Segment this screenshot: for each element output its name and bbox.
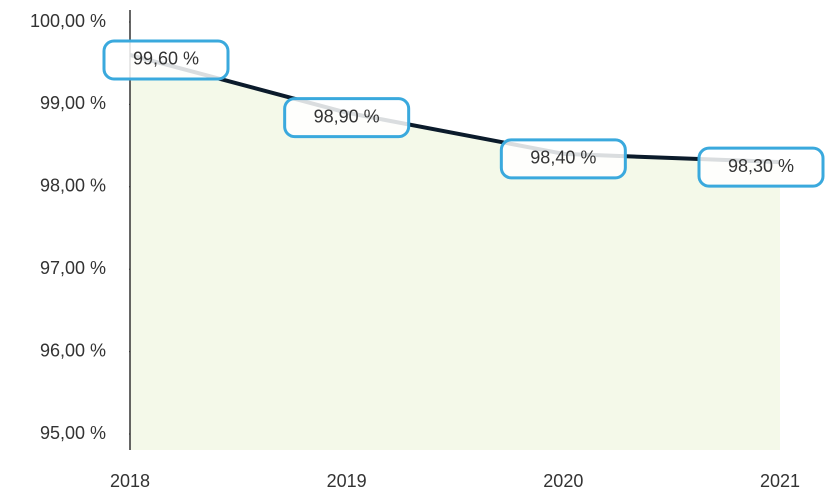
x-tick-label: 2018: [110, 471, 150, 491]
data-label: 98,40 %: [530, 148, 596, 168]
x-tick-label: 2020: [543, 471, 583, 491]
data-label-box: [499, 138, 627, 180]
line: [129, 53, 781, 165]
data-label: 99,60 %: [133, 49, 199, 69]
x-tick-label: 2019: [327, 471, 367, 491]
area: [130, 54, 780, 451]
y-tick-label: 95,00 %: [40, 423, 106, 443]
y-tick-label: 98,00 %: [40, 176, 106, 196]
y-tick-label: 100,00 %: [30, 11, 106, 31]
data-label-box: [102, 39, 230, 81]
y-tick-label: 99,00 %: [40, 93, 106, 113]
data-label: 98,90 %: [314, 106, 380, 126]
data-label-box: [283, 97, 411, 139]
data-label: 98,30 %: [728, 156, 794, 176]
x-tick-label: 2021: [760, 471, 800, 491]
y-tick-label: 96,00 %: [40, 340, 106, 360]
data-label-box: [697, 146, 825, 188]
y-tick-label: 97,00 %: [40, 258, 106, 278]
